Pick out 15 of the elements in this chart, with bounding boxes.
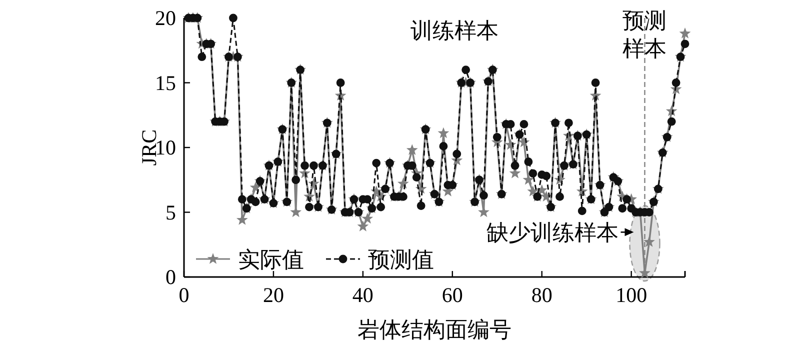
annotation: 预测样本 bbox=[622, 9, 667, 62]
y-tick-label: 0 bbox=[166, 265, 176, 289]
y-tick-label: 5 bbox=[166, 200, 176, 224]
y-tick-label: 20 bbox=[155, 6, 176, 30]
legend-label: 实际值 bbox=[238, 248, 304, 273]
x-tick-label: 40 bbox=[352, 283, 374, 307]
y-tick-label: 15 bbox=[155, 70, 176, 95]
annotation: 缺少训练样本 bbox=[486, 221, 619, 246]
x-tick-label: 60 bbox=[442, 283, 463, 307]
annotation: 训练样本 bbox=[410, 19, 498, 44]
legend-label: 预测值 bbox=[368, 248, 434, 273]
x-tick-label: 80 bbox=[531, 283, 552, 307]
x-tick-label: 20 bbox=[262, 283, 284, 307]
x-axis-title: 岩体结构面编号 bbox=[358, 318, 512, 343]
x-tick-label: 100 bbox=[616, 283, 648, 307]
